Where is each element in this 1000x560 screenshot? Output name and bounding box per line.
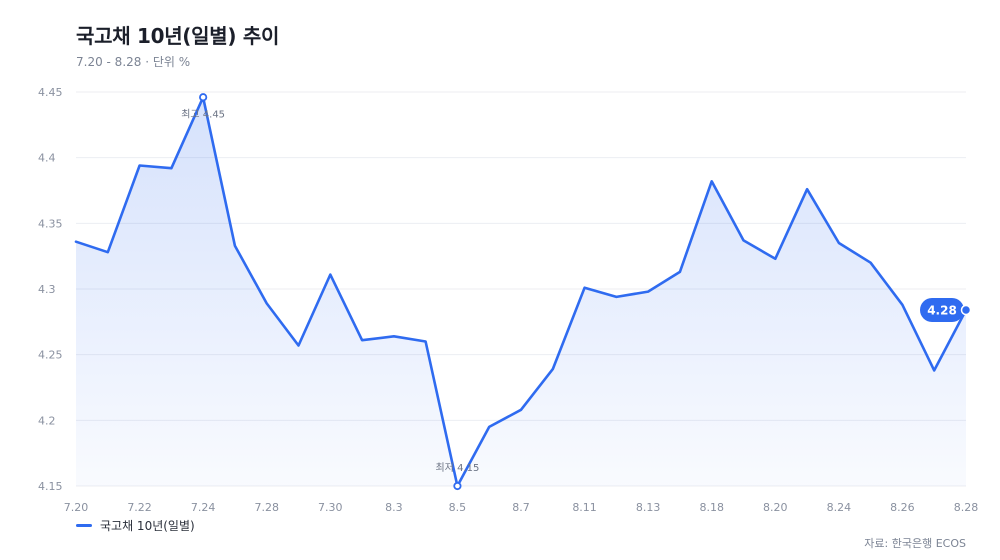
x-tick-label: 7.20	[64, 501, 89, 514]
legend-label: 국고채 10년(일별)	[100, 519, 195, 533]
x-tick-label: 7.30	[318, 501, 343, 514]
min-point-marker	[453, 481, 462, 491]
x-tick-label: 7.28	[254, 501, 279, 514]
x-axis: 7.20 7.22 7.24 7.28 7.30 8.3 8.5 8.7 8.11 8.13 8.1…	[64, 501, 979, 514]
last-value-badge	[920, 298, 964, 323]
x-tick-label: 8.13	[636, 501, 661, 514]
x-tick-label: 8.28	[954, 501, 979, 514]
last-value-label: 4.28	[927, 304, 957, 318]
annotations: 최고 4.45 최저 4.15 4.28	[181, 93, 972, 491]
y-tick-label: 4.45	[38, 86, 63, 99]
x-tick-label: 8.5	[449, 501, 467, 514]
y-axis: 4.15 4.2 4.25 4.3 4.35 4.4 4.45	[38, 86, 63, 493]
x-tick-label: 8.3	[385, 501, 403, 514]
source-note: 자료: 한국은행 ECOS	[864, 537, 966, 550]
legend: 국고채 10년(일별)	[76, 517, 195, 534]
x-tick-label: 8.26	[890, 501, 915, 514]
x-tick-label: 8.18	[699, 501, 724, 514]
chart-subtitle: 7.20 - 8.28 · 단위 %	[76, 55, 191, 69]
x-tick-label: 8.24	[827, 501, 852, 514]
y-tick-label: 4.35	[38, 217, 63, 230]
x-tick-label: 8.7	[512, 501, 530, 514]
x-tick-label: 8.11	[572, 501, 597, 514]
series-line	[74, 96, 968, 488]
legend-swatch	[76, 524, 92, 527]
x-tick-label: 7.22	[127, 501, 152, 514]
last-point-marker	[960, 304, 972, 316]
x-tick-label: 7.24	[191, 501, 216, 514]
y-tick-label: 4.3	[38, 283, 56, 296]
series-area	[76, 97, 966, 487]
chart-title: 국고채 10년(일별) 추이	[76, 24, 280, 48]
y-tick-label: 4.25	[38, 349, 63, 362]
min-label: 최저 4.15	[435, 462, 479, 474]
y-tick-label: 4.4	[38, 152, 56, 165]
y-tick-label: 4.15	[38, 480, 63, 493]
y-tick-label: 4.2	[38, 414, 56, 427]
max-label: 최고 4.45	[181, 108, 225, 120]
max-point-marker	[199, 93, 208, 102]
x-tick-label: 8.20	[763, 501, 788, 514]
